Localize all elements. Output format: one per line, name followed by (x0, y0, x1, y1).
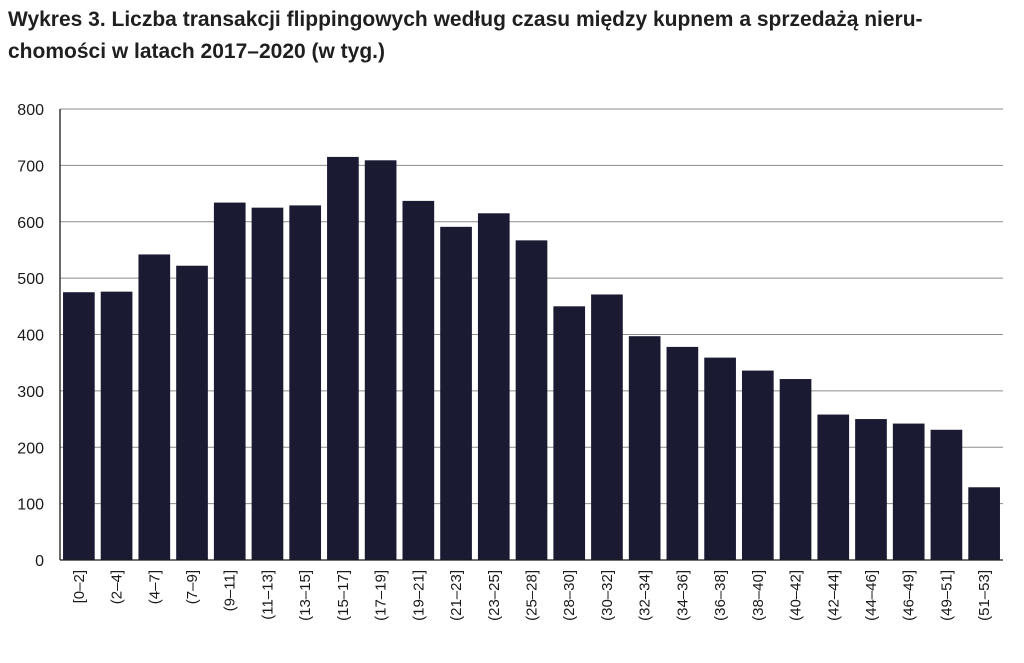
x-tick-label-12: (25–28] (524, 570, 541, 621)
x-tick-label-16: (34–36] (674, 570, 691, 621)
bar-5 (251, 207, 284, 560)
bar-22 (892, 423, 925, 560)
bars (63, 156, 1000, 561)
x-tick-label-22: (46–49] (901, 570, 918, 621)
bar-20 (817, 414, 850, 560)
y-tick-label-400: 400 (17, 328, 44, 345)
bar-8 (364, 160, 397, 560)
bar-3 (176, 265, 208, 560)
x-tick-label-3: (7–9] (184, 570, 201, 604)
y-tick-label-500: 500 (17, 271, 44, 288)
bar-11 (477, 213, 510, 560)
bar-4 (213, 202, 246, 560)
y-tick-label-100: 100 (17, 497, 44, 514)
y-tick-label-0: 0 (35, 553, 44, 570)
x-tick-label-23: (49–51] (938, 570, 955, 621)
bar-1 (100, 291, 133, 560)
x-tick-label-17: (36–38] (712, 570, 729, 621)
x-tick-label-8: (17–19] (373, 570, 390, 621)
y-tick-label-800: 800 (17, 102, 44, 119)
bar-19 (779, 379, 812, 560)
bar-2 (138, 254, 171, 560)
bar-16 (666, 346, 699, 560)
x-tick-label-19: (40–42] (788, 570, 805, 621)
bar-12 (515, 240, 548, 560)
x-tick-label-6: (13–15] (297, 570, 314, 621)
axes (59, 109, 1003, 561)
x-tick-label-15: (32–34] (637, 570, 654, 621)
x-tick-label-24: (51–53] (976, 570, 993, 621)
chart-title-line-2: chomości w latach 2017–2020 (w tyg.) (8, 40, 385, 63)
x-tick-label-2: (4–7] (146, 570, 163, 604)
x-tick-label-14: (30–32] (599, 570, 616, 621)
bar-17 (704, 357, 736, 560)
y-tick-label-300: 300 (17, 384, 44, 401)
chart-title-line-1: Wykres 3. Liczba transakcji flippingowyc… (8, 8, 923, 31)
x-tick-label-20: (42–44] (825, 570, 842, 621)
bar-24 (968, 487, 1000, 560)
bar-14 (591, 294, 623, 560)
x-tick-label-21: (44–46] (863, 570, 880, 621)
x-tick-label-9: (19–21] (410, 570, 427, 621)
bar-9 (402, 200, 435, 561)
x-tick-label-5: (11–13] (259, 570, 276, 620)
bar-21 (855, 419, 887, 560)
y-tick-label-200: 200 (17, 440, 44, 457)
x-tick-label-4: (9–11] (222, 570, 239, 611)
bar-10 (440, 226, 472, 561)
bar-0 (63, 292, 95, 560)
chart-title: Wykres 3. Liczba transakcji flippingowyc… (8, 4, 1018, 68)
bar-23 (930, 429, 963, 560)
bar-6 (289, 205, 322, 560)
y-axis-tick-labels: 0 100 200 300 400 500 600 700 800 (17, 102, 44, 570)
x-tick-label-10: (21–23] (448, 570, 465, 621)
bar-15 (628, 336, 661, 560)
x-tick-label-7: (15–17] (335, 570, 352, 621)
x-tick-label-11: (23–25] (486, 570, 503, 621)
y-tick-label-700: 700 (17, 158, 44, 175)
y-tick-label-600: 600 (17, 215, 44, 232)
bar-7 (327, 156, 359, 560)
x-axis-tick-labels: [0–2] (2–4] (4–7] (7–9] (9–11] (11–13] (13–15]… (71, 570, 993, 621)
bar-13 (553, 306, 586, 560)
x-tick-label-13: (28–30] (561, 570, 578, 621)
x-tick-label-1: (2–4] (109, 570, 126, 604)
x-tick-label-0: [0–2] (71, 570, 88, 603)
x-tick-label-18: (38–40] (750, 570, 767, 621)
bar-18 (741, 370, 774, 560)
